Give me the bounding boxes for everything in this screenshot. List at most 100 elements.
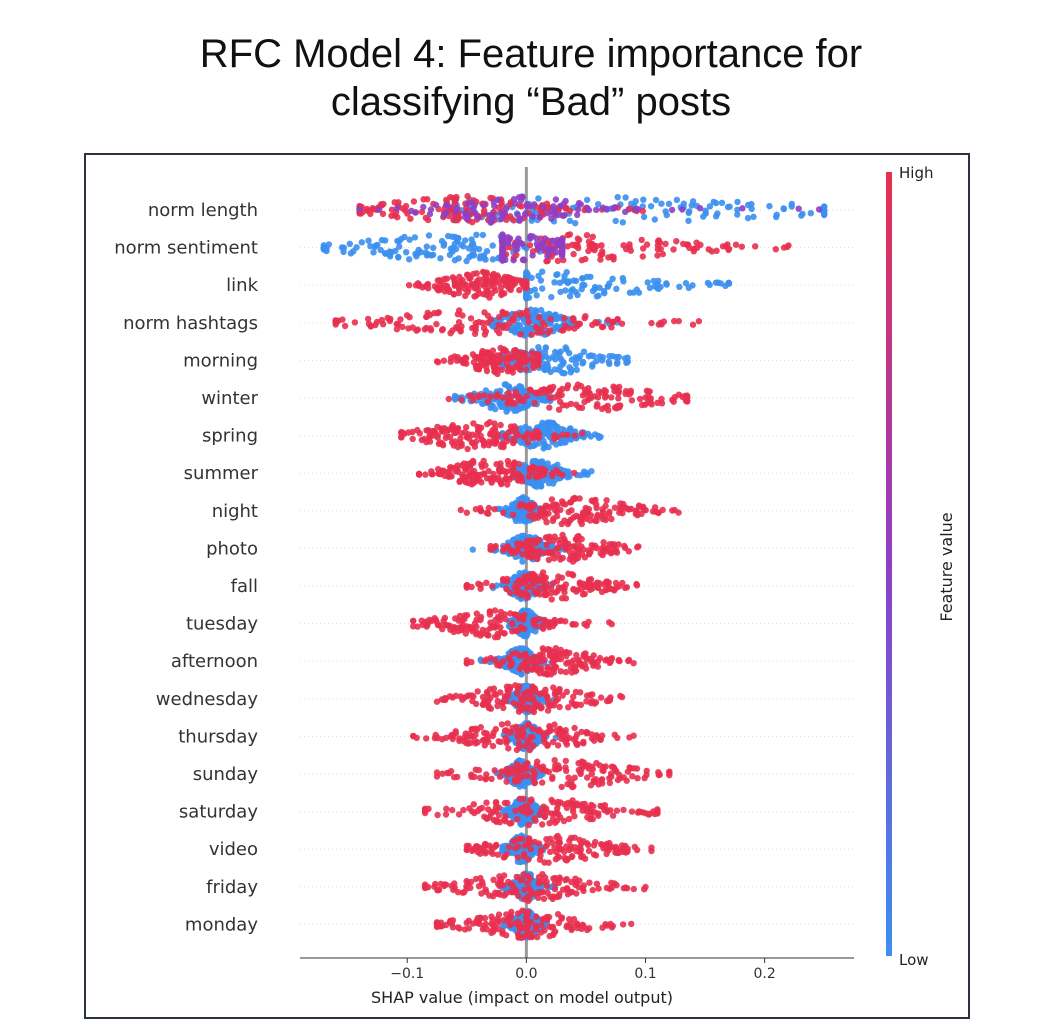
shap-point <box>458 430 465 437</box>
shap-point <box>503 468 510 475</box>
shap-point <box>464 200 471 208</box>
shap-point <box>646 810 654 817</box>
shap-point <box>341 322 349 330</box>
shap-point <box>537 511 544 519</box>
shap-point <box>525 318 532 326</box>
shap-point <box>563 660 570 667</box>
shap-point <box>559 471 566 478</box>
shap-point <box>570 783 577 790</box>
shap-point <box>559 650 566 657</box>
shap-point <box>573 588 580 595</box>
shap-point <box>566 364 573 371</box>
shap-point <box>463 424 470 431</box>
shap-point <box>589 287 597 295</box>
shap-point <box>613 584 620 591</box>
shap-point <box>573 401 580 408</box>
shap-point <box>438 237 446 245</box>
shap-point <box>542 590 550 597</box>
shap-point <box>575 244 582 252</box>
shap-point <box>523 594 531 601</box>
shap-point <box>600 287 608 295</box>
shap-point <box>499 308 506 316</box>
shap-point <box>534 389 542 396</box>
shap-point <box>591 497 598 504</box>
shap-point <box>376 206 383 213</box>
shap-point <box>350 248 357 255</box>
shap-point <box>500 509 507 516</box>
shap-point <box>562 197 569 205</box>
shap-point <box>508 769 515 777</box>
shap-point <box>435 287 442 294</box>
shap-point <box>539 240 546 247</box>
shap-point <box>571 325 578 332</box>
shap-point <box>732 241 740 248</box>
shap-point <box>474 214 481 221</box>
shap-point <box>514 816 521 823</box>
shap-point <box>597 802 604 810</box>
shap-point <box>673 196 681 204</box>
shap-point <box>502 280 509 287</box>
shap-point <box>541 813 549 820</box>
shap-point <box>541 366 548 373</box>
shap-point <box>798 212 805 219</box>
shap-point <box>503 360 510 368</box>
shap-point <box>641 506 648 513</box>
shap-point <box>601 387 608 394</box>
shap-point <box>535 313 543 321</box>
shap-point <box>450 290 457 298</box>
shap-point <box>459 621 467 629</box>
shap-point <box>499 658 507 665</box>
shap-point <box>490 275 498 282</box>
shap-point <box>482 256 489 263</box>
shap-point <box>401 233 408 241</box>
shap-point <box>562 287 569 294</box>
shap-point <box>581 661 589 668</box>
shap-point <box>410 198 418 205</box>
shap-point <box>632 198 639 205</box>
shap-point <box>454 237 461 244</box>
shap-point <box>613 387 621 394</box>
shap-point <box>725 280 733 287</box>
shap-point <box>364 315 372 323</box>
shap-point <box>527 808 534 816</box>
shap-point <box>504 720 511 727</box>
shap-point <box>373 318 381 326</box>
shap-point <box>451 394 459 402</box>
shap-point <box>486 212 493 219</box>
shap-point <box>531 779 539 786</box>
shap-point <box>528 575 535 583</box>
shap-point <box>531 552 538 559</box>
shap-point <box>570 250 577 258</box>
shap-point <box>461 237 469 244</box>
shap-point <box>477 581 484 589</box>
shap-point <box>595 292 602 299</box>
shap-point <box>689 321 697 328</box>
shap-point <box>429 470 436 478</box>
shap-point <box>517 763 524 771</box>
shap-point <box>508 619 516 627</box>
shap-point <box>529 252 536 259</box>
shap-point <box>496 313 503 321</box>
shap-point <box>491 506 498 513</box>
shap-point <box>535 353 542 361</box>
shap-point <box>501 630 508 637</box>
shap-point <box>546 327 554 334</box>
shap-point <box>515 685 522 693</box>
shap-point <box>468 808 476 815</box>
shap-point <box>494 633 502 641</box>
shap-point <box>611 504 619 511</box>
shap-point <box>660 318 668 325</box>
shap-point <box>482 328 490 335</box>
shap-point <box>652 508 659 515</box>
shap-point <box>530 618 538 626</box>
shap-point <box>608 253 615 260</box>
shap-point <box>546 310 553 317</box>
shap-point <box>474 807 481 815</box>
shap-point <box>575 320 582 327</box>
shap-point <box>636 395 644 403</box>
shap-point <box>504 394 511 401</box>
shap-point <box>397 316 404 323</box>
shap-point <box>626 205 633 212</box>
shap-point <box>537 505 544 513</box>
shap-point <box>589 233 596 240</box>
